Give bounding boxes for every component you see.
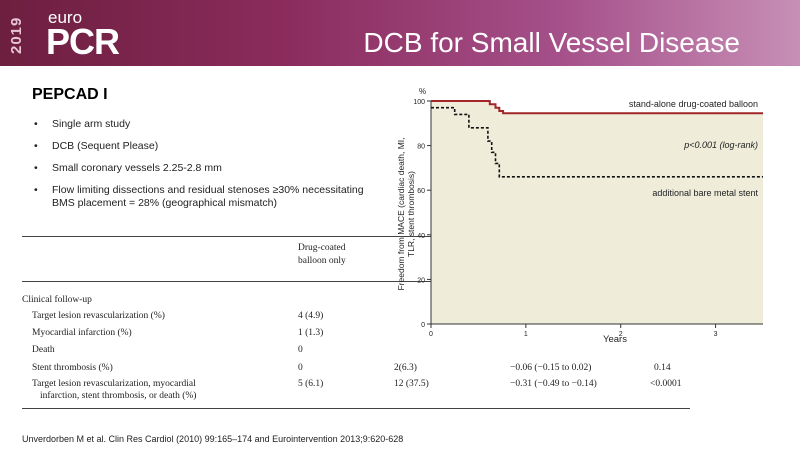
x-tick-label: 1 [524,331,528,338]
legend-label-bms: additional bare metal stent [652,188,758,198]
col-header-dcb-line2: balloon only [298,256,346,266]
logo-euro: euro [48,8,83,27]
logo-pcr: PCR [46,21,120,62]
row-p-value: 0.14 [654,363,671,373]
table-top-rule [22,236,690,237]
row-label: Death [32,345,55,355]
bullet-item: Flow limiting dissections and residual s… [32,184,377,210]
row-bms-value: 2(6.3) [394,363,417,373]
x-tick-label: 3 [714,331,718,338]
y-tick-label: 60 [417,188,425,195]
row-diff-value: −0.31 (−0.49 to −0.14) [510,379,597,389]
row-p-value: <0.0001 [650,379,682,389]
y-axis-label-line2: TLR, stent thrombosis) [406,171,416,257]
km-survival-chart: 0 20 40 60 80 100 0 1 2 3 % stand-alone drug-coa… [396,87,763,345]
header-banner: 2019 euro PCR DCB for Small Vessel Disea… [0,0,800,66]
y-tick-label: 100 [413,99,425,106]
pvalue-annotation: p<0.001 (log-rank) [683,140,758,150]
study-title: PEPCAD I [32,86,108,103]
slide-title: DCB for Small Vessel Disease [363,27,740,58]
series-bms-line [431,106,763,178]
legend-label-dcb: stand-alone drug-coated balloon [629,99,758,109]
y-tick-label: 0 [421,322,425,329]
survival-fill-area [431,101,763,324]
y-tick-label: 40 [417,233,425,240]
col-header-dcb: Drug-coated [298,243,346,253]
citation: Unverdorben M et al. Clin Res Cardiol (2… [22,434,404,444]
row-diff-value: −0.06 (−0.15 to 0.02) [510,363,592,373]
bullet-item: Single arm study [32,118,377,131]
row-label-line2: infarction, stent thrombosis, or death (… [40,391,197,401]
bullet-list: Single arm study DCB (Sequent Please) Sm… [32,118,377,219]
x-tick-label: 0 [429,331,433,338]
row-dcb-value: 0 [298,345,303,355]
row-dcb-value: 5 (6.1) [298,379,324,389]
row-bms-value: 12 (37.5) [394,379,429,389]
row-label: Myocardial infarction (%) [32,328,132,338]
row-dcb-value: 1 (1.3) [298,328,324,338]
row-label: Target lesion revascularization, myocard… [32,379,196,389]
europcr-logo: 2019 euro PCR [8,6,138,62]
results-table: Drug-coated balloon only Clinical follow… [22,228,690,410]
bullet-item: Small coronary vessels 2.25-2.8 mm [32,162,377,175]
logo-year: 2019 [8,16,25,54]
y-tick-label: 80 [417,144,425,151]
row-dcb-value: 4 (4.9) [298,311,324,321]
table-header-rule [22,281,690,282]
x-axis-label: Years [603,334,627,345]
y-tick-label: 20 [417,277,425,284]
y-axis-ticks: 0 20 40 60 80 100 [413,99,431,329]
x-tick-label: 2 [619,331,623,338]
section-heading: Clinical follow-up [22,295,92,305]
row-label: Target lesion revascularization (%) [32,311,165,321]
table-bottom-rule [22,408,690,409]
row-dcb-value: 0 [298,363,303,373]
y-unit-label: % [419,87,426,96]
x-axis-ticks: 0 1 2 3 [429,324,718,338]
bullet-item: DCB (Sequent Please) [32,140,377,153]
y-axis-label-line1: Freedom from MACE (cardiac death, MI, [396,137,406,290]
series-dcb-line [431,100,763,115]
row-label: Stent thrombosis (%) [32,363,113,373]
